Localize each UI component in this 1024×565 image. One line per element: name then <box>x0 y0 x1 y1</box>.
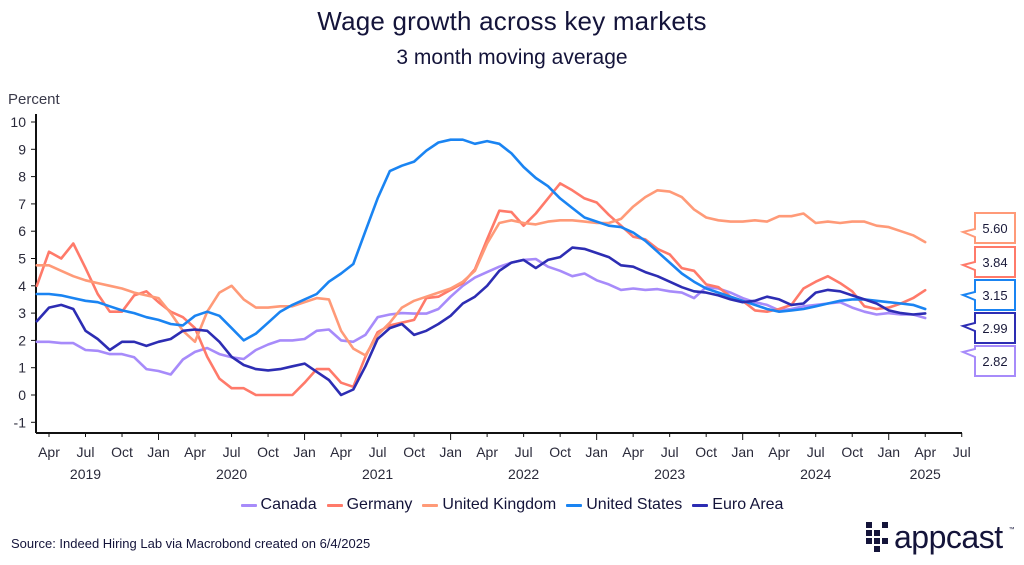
x-year-label: 2019 <box>70 466 101 482</box>
end-label-box <box>959 312 1016 344</box>
source-note: Source: Indeed Hiring Lab via Macrobond … <box>11 536 371 551</box>
legend-label: United Kingdom <box>442 496 557 513</box>
end-label-box <box>959 212 1016 244</box>
x-tick-label: Jul <box>661 444 679 460</box>
x-year-label: 2020 <box>216 466 247 482</box>
y-tick-label: 1 <box>18 360 26 376</box>
x-tick-label: Oct <box>841 444 863 460</box>
y-axis: -1 0 1 2 3 4 5 6 7 8 9 10 <box>10 114 37 433</box>
x-tick-label: Jan <box>585 444 608 460</box>
chart-title: Wage growth across key markets <box>317 6 707 36</box>
legend-item: Germany <box>326 496 413 514</box>
x-tick-label: Oct <box>403 444 425 460</box>
legend-swatch <box>692 503 709 507</box>
y-tick-label: 2 <box>18 332 26 348</box>
series-line-canada <box>35 257 927 376</box>
x-tick-label: Oct <box>111 444 133 460</box>
end-value-label: 3.84 <box>982 255 1007 270</box>
legend-swatch <box>422 503 439 507</box>
y-tick-label: 8 <box>18 169 26 185</box>
x-axis: Apr Jul Oct Jan Apr Jul Oct Jan Apr Jul Oct Jan Apr J… <box>36 432 971 482</box>
x-tick-label: Apr <box>476 444 498 460</box>
x-tick-label: Jul <box>953 444 971 460</box>
legend-label: United States <box>586 496 683 513</box>
legend: Canada Germany United Kingdom United States… <box>0 496 1024 514</box>
legend-swatch <box>240 503 257 507</box>
end-label-box <box>959 279 1016 311</box>
x-tick-label: Jan <box>731 444 754 460</box>
x-tick-label: Apr <box>768 444 790 460</box>
end-value-labels: 5.60 3.84 3.15 2.99 2.82 <box>959 212 1016 377</box>
legend-swatch <box>566 503 583 507</box>
end-value-label: 5.60 <box>982 221 1007 236</box>
end-value-label: 3.15 <box>982 288 1007 303</box>
y-axis-label: Percent <box>8 91 61 108</box>
y-tick-label: 7 <box>18 196 26 212</box>
appcast-logo: appcast ™ <box>866 521 1015 553</box>
end-label-box <box>959 345 1016 377</box>
series-line-united-kingdom <box>35 189 927 357</box>
y-tick-label: 6 <box>18 223 26 239</box>
legend-swatch <box>326 503 343 507</box>
y-tick-label: 9 <box>18 141 26 157</box>
x-tick-label: Oct <box>695 444 717 460</box>
y-tick-label: 5 <box>18 251 26 267</box>
x-tick-label: Jan <box>147 444 170 460</box>
x-tick-label: Jan <box>439 444 462 460</box>
x-tick-label: Jul <box>369 444 387 460</box>
chart-subtitle: 3 month moving average <box>396 46 628 69</box>
legend-label: Canada <box>260 496 317 513</box>
appcast-logo-mark-icon <box>866 522 888 552</box>
x-year-label: 2021 <box>362 466 393 482</box>
x-tick-label: Jul <box>807 444 825 460</box>
end-label-box <box>959 246 1016 278</box>
x-tick-label: Jul <box>223 444 241 460</box>
x-year-label: 2024 <box>800 466 831 482</box>
y-tick-label: -1 <box>14 414 27 430</box>
x-tick-label: Apr <box>622 444 644 460</box>
y-tick-label: 0 <box>18 387 26 403</box>
x-tick-label: Apr <box>330 444 352 460</box>
legend-item: Euro Area <box>692 496 783 514</box>
legend-item: United Kingdom <box>422 496 556 514</box>
y-tick-label: 10 <box>10 114 26 130</box>
x-tick-label: Apr <box>914 444 936 460</box>
x-tick-label: Jan <box>877 444 900 460</box>
x-tick-label: Apr <box>184 444 206 460</box>
x-tick-label: Oct <box>257 444 279 460</box>
x-tick-label: Jul <box>515 444 533 460</box>
series-line-united-states <box>35 138 927 342</box>
legend-item: Canada <box>240 496 317 514</box>
x-tick-label: Apr <box>38 444 60 460</box>
line-chart: Percent -1 0 1 2 3 4 5 6 7 8 9 10 Apr Jul Oct Jan Apr Ju… <box>8 91 1016 482</box>
series-line-euro-area <box>35 246 927 397</box>
end-value-label: 2.82 <box>982 354 1007 369</box>
trademark-symbol: ™ <box>1008 527 1015 533</box>
end-value-label: 2.99 <box>982 321 1007 336</box>
x-year-label: 2023 <box>654 466 685 482</box>
x-tick-label: Jul <box>77 444 95 460</box>
x-tick-label: Jan <box>293 444 316 460</box>
x-year-label: 2022 <box>508 466 539 482</box>
y-tick-label: 4 <box>18 278 26 294</box>
appcast-logo-text: appcast <box>894 519 1003 555</box>
y-tick-label: 3 <box>18 305 26 321</box>
x-tick-label: Oct <box>549 444 571 460</box>
legend-label: Germany <box>346 496 413 513</box>
legend-label: Euro Area <box>712 496 784 513</box>
legend-item: United States <box>566 496 682 514</box>
x-year-label: 2025 <box>910 466 941 482</box>
series-lines <box>35 138 927 397</box>
